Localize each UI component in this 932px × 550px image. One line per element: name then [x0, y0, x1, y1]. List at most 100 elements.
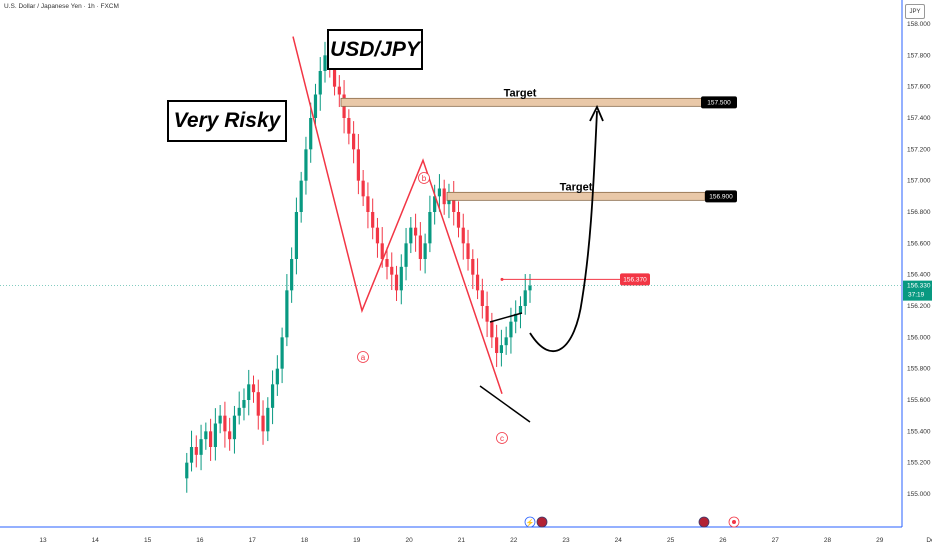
x-tick-label: Dec: [926, 537, 932, 544]
candle-body: [337, 86, 341, 95]
candle-body: [256, 392, 260, 416]
candle-body: [347, 118, 351, 134]
candle-body: [442, 188, 446, 205]
us-flag-icon: [536, 516, 548, 528]
x-tick-label: 14: [92, 537, 100, 544]
y-tick-label: 157.000: [907, 178, 931, 185]
candle-body: [313, 94, 318, 118]
wedge-upper-line: [489, 312, 523, 323]
candle-body: [304, 149, 308, 181]
candle-body: [466, 243, 470, 259]
candle-body: [433, 196, 437, 212]
candle-body: [299, 180, 303, 212]
candle-body: [452, 196, 456, 212]
x-tick-label: 17: [249, 537, 257, 544]
x-tick-label: 15: [144, 537, 152, 544]
candle-body: [194, 447, 198, 455]
x-tick-label: 13: [39, 537, 47, 544]
projection-arrow-curve: [529, 110, 598, 353]
candle-body: [318, 71, 322, 95]
candle-body: [423, 243, 427, 259]
event-flash-icon: [524, 516, 536, 528]
current-price-value: 156.330: [907, 283, 931, 290]
marked-level-dot: [500, 277, 504, 281]
x-tick-label: 19: [353, 537, 361, 544]
y-tick-label: 155.200: [907, 460, 931, 467]
candle-body: [232, 415, 237, 440]
candle-body: [204, 431, 208, 440]
target-price-tag-upper: [701, 96, 737, 109]
candle-body: [366, 196, 370, 212]
candle-body: [294, 212, 299, 259]
candle-body: [509, 321, 513, 338]
y-tick-label: 156.600: [907, 240, 931, 247]
candle-body: [461, 227, 465, 244]
candle-body: [290, 259, 294, 291]
candle-body: [228, 431, 232, 440]
wave-a-marker: [357, 351, 369, 363]
candle-body: [394, 274, 399, 291]
y-tick-label: 157.400: [907, 115, 931, 122]
candle-body: [413, 227, 418, 236]
candle-body: [270, 384, 275, 408]
abc-wave-line: [292, 36, 503, 394]
candle-body: [213, 423, 217, 447]
currency-badge[interactable]: JPY: [905, 4, 925, 19]
candle-body: [223, 415, 227, 432]
y-tick-label: 156.000: [907, 334, 931, 341]
y-tick-label: 155.400: [907, 428, 931, 435]
candle-body: [218, 415, 222, 424]
y-tick-label: 157.800: [907, 52, 931, 59]
candle-body: [390, 266, 394, 275]
candle-body: [418, 235, 422, 259]
candle-body: [514, 313, 518, 322]
x-tick-label: 29: [876, 537, 884, 544]
wave-a-label: a: [361, 353, 366, 362]
x-tick-label: 20: [405, 537, 413, 544]
candle-body: [375, 227, 380, 244]
x-tick-label: 18: [301, 537, 309, 544]
current-price-tag: [903, 280, 932, 301]
y-tick-label: 156.200: [907, 303, 931, 310]
candle-body: [490, 321, 494, 338]
candle-body: [356, 149, 360, 181]
projection-arrow-head: [589, 104, 604, 122]
target-price-upper: 157.500: [707, 99, 731, 106]
candle-body: [185, 462, 189, 479]
x-tick-label: 28: [824, 537, 832, 544]
candle-body: [528, 285, 532, 291]
target-zone-lower: [446, 191, 706, 201]
event-flash-glyph: ⚡: [526, 518, 535, 527]
y-tick-label: 156.400: [907, 272, 931, 279]
candle-body: [199, 439, 203, 455]
risk-label: Very Risky: [173, 109, 281, 132]
target-label-lower: Target: [560, 181, 593, 193]
candle-body: [266, 407, 270, 432]
x-tick-label: 22: [510, 537, 518, 544]
us-flag-icon-2: [698, 516, 710, 528]
x-tick-label: 23: [562, 537, 570, 544]
candle-body: [242, 400, 246, 408]
candle-body: [385, 259, 389, 267]
x-tick-label: 26: [719, 537, 727, 544]
candle-body: [404, 243, 408, 267]
candle-body: [352, 133, 356, 150]
wedge-lower-line: [479, 385, 531, 423]
y-tick-label: 155.800: [907, 366, 931, 373]
wave-c-label: c: [500, 434, 504, 443]
target-price-tag-lower: [705, 190, 737, 203]
x-tick-label: 16: [196, 537, 204, 544]
candle-body: [523, 290, 527, 306]
target-zone-upper: [340, 97, 704, 107]
y-tick-label: 157.200: [907, 146, 931, 153]
candle-body: [471, 259, 475, 275]
candle-body: [189, 447, 194, 463]
wave-c-marker: [496, 432, 508, 444]
candle-body: [275, 368, 279, 385]
marked-level-tag: [620, 273, 650, 286]
pair-title-box: USD/JPY: [327, 29, 423, 70]
y-tick-label: 156.800: [907, 209, 931, 216]
candle-body: [475, 274, 480, 291]
candle-body: [504, 337, 508, 346]
